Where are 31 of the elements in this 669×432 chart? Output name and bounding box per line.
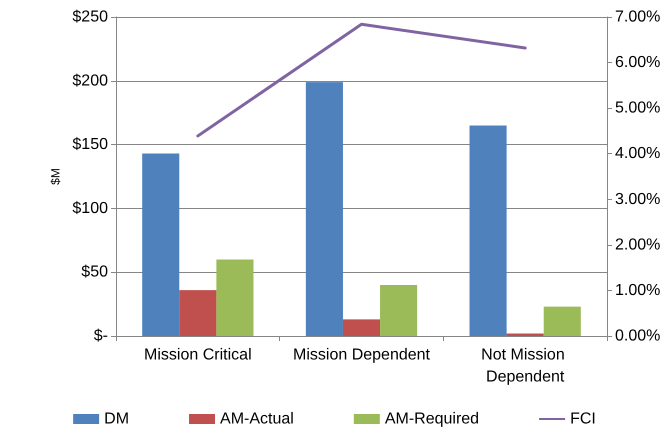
y2-tick-label: 2.00% <box>615 236 660 254</box>
y2-tick-label: 0.00% <box>615 328 660 344</box>
y-tick-label: $200 <box>72 72 108 90</box>
bar <box>142 154 180 336</box>
legend-label: FCI <box>570 410 596 428</box>
y2-tick-label: 6.00% <box>615 54 660 72</box>
bar <box>544 306 581 336</box>
x-tick-label: Mission Critical <box>144 346 252 364</box>
legend-label: AM-Actual <box>220 410 294 428</box>
y2-tick-label: 5.00% <box>615 100 660 117</box>
y2-tick-label: 3.00% <box>615 190 660 208</box>
y2-tick-label: 1.00% <box>615 282 660 299</box>
y-tick-label: $150 <box>72 136 108 154</box>
bar <box>342 319 380 336</box>
y2-tick-label: 7.00% <box>615 8 660 26</box>
y-tick-label: $- <box>94 328 108 344</box>
y-tick-label: $250 <box>72 8 108 26</box>
legend-label: DM <box>104 410 130 428</box>
y-axis-title: $M <box>48 168 63 185</box>
legend-label: AM-Required <box>384 410 480 428</box>
bar <box>306 82 343 336</box>
bar <box>506 333 544 336</box>
bar <box>216 259 254 336</box>
bar <box>380 284 418 336</box>
bar <box>179 290 216 336</box>
y-tick-label: $50 <box>81 264 108 281</box>
y2-tick-label: 4.00% <box>615 145 660 162</box>
bar <box>470 125 507 336</box>
x-tick-label: Mission Dependent <box>293 346 431 364</box>
y-tick-label: $100 <box>72 200 108 217</box>
x-tick-label: Not Mission Dependent <box>481 346 570 386</box>
